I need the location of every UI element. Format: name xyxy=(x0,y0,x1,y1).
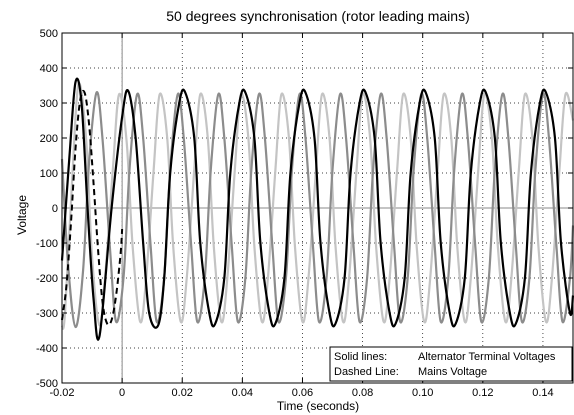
legend-text-dashed: Mains Voltage xyxy=(418,366,487,378)
y-axis-title: Voltage xyxy=(15,195,29,235)
legend-key-dashed: Dashed Line: xyxy=(334,366,399,378)
y-tick-label: -500 xyxy=(36,378,58,390)
y-tick-label: 200 xyxy=(40,133,58,145)
y-tick-label: 500 xyxy=(40,28,58,40)
legend: Solid lines: Alternator Terminal Voltage… xyxy=(330,347,572,381)
y-tick-label: -400 xyxy=(36,343,58,355)
x-tick-label: 0.12 xyxy=(472,387,493,399)
x-tick-label: 0.06 xyxy=(292,387,313,399)
y-tick-label: -100 xyxy=(36,238,58,250)
x-tick-label: 0 xyxy=(119,387,125,399)
y-tick-label: -300 xyxy=(36,308,58,320)
y-tick-label: 400 xyxy=(40,63,58,75)
y-tick-label: 100 xyxy=(40,168,58,180)
y-tick-label: 0 xyxy=(52,203,58,215)
x-tick-label: 0.14 xyxy=(532,387,553,399)
y-tick-label: -200 xyxy=(36,273,58,285)
chart-title: 50 degrees synchronisation (rotor leadin… xyxy=(166,8,470,24)
x-tick-label: 0.10 xyxy=(412,387,433,399)
x-tick-label: 0.08 xyxy=(352,387,373,399)
x-axis-title: Time (seconds) xyxy=(277,399,359,413)
legend-key-solid: Solid lines: xyxy=(334,351,387,363)
legend-text-solid: Alternator Terminal Voltages xyxy=(418,351,556,363)
y-tick-label: 300 xyxy=(40,98,58,110)
x-tick-label: 0.04 xyxy=(232,387,253,399)
x-tick-labels: -0.02 0 0.02 0.04 0.06 0.08 0.10 0.12 0.14 xyxy=(49,387,553,399)
x-tick-label: 0.02 xyxy=(172,387,193,399)
